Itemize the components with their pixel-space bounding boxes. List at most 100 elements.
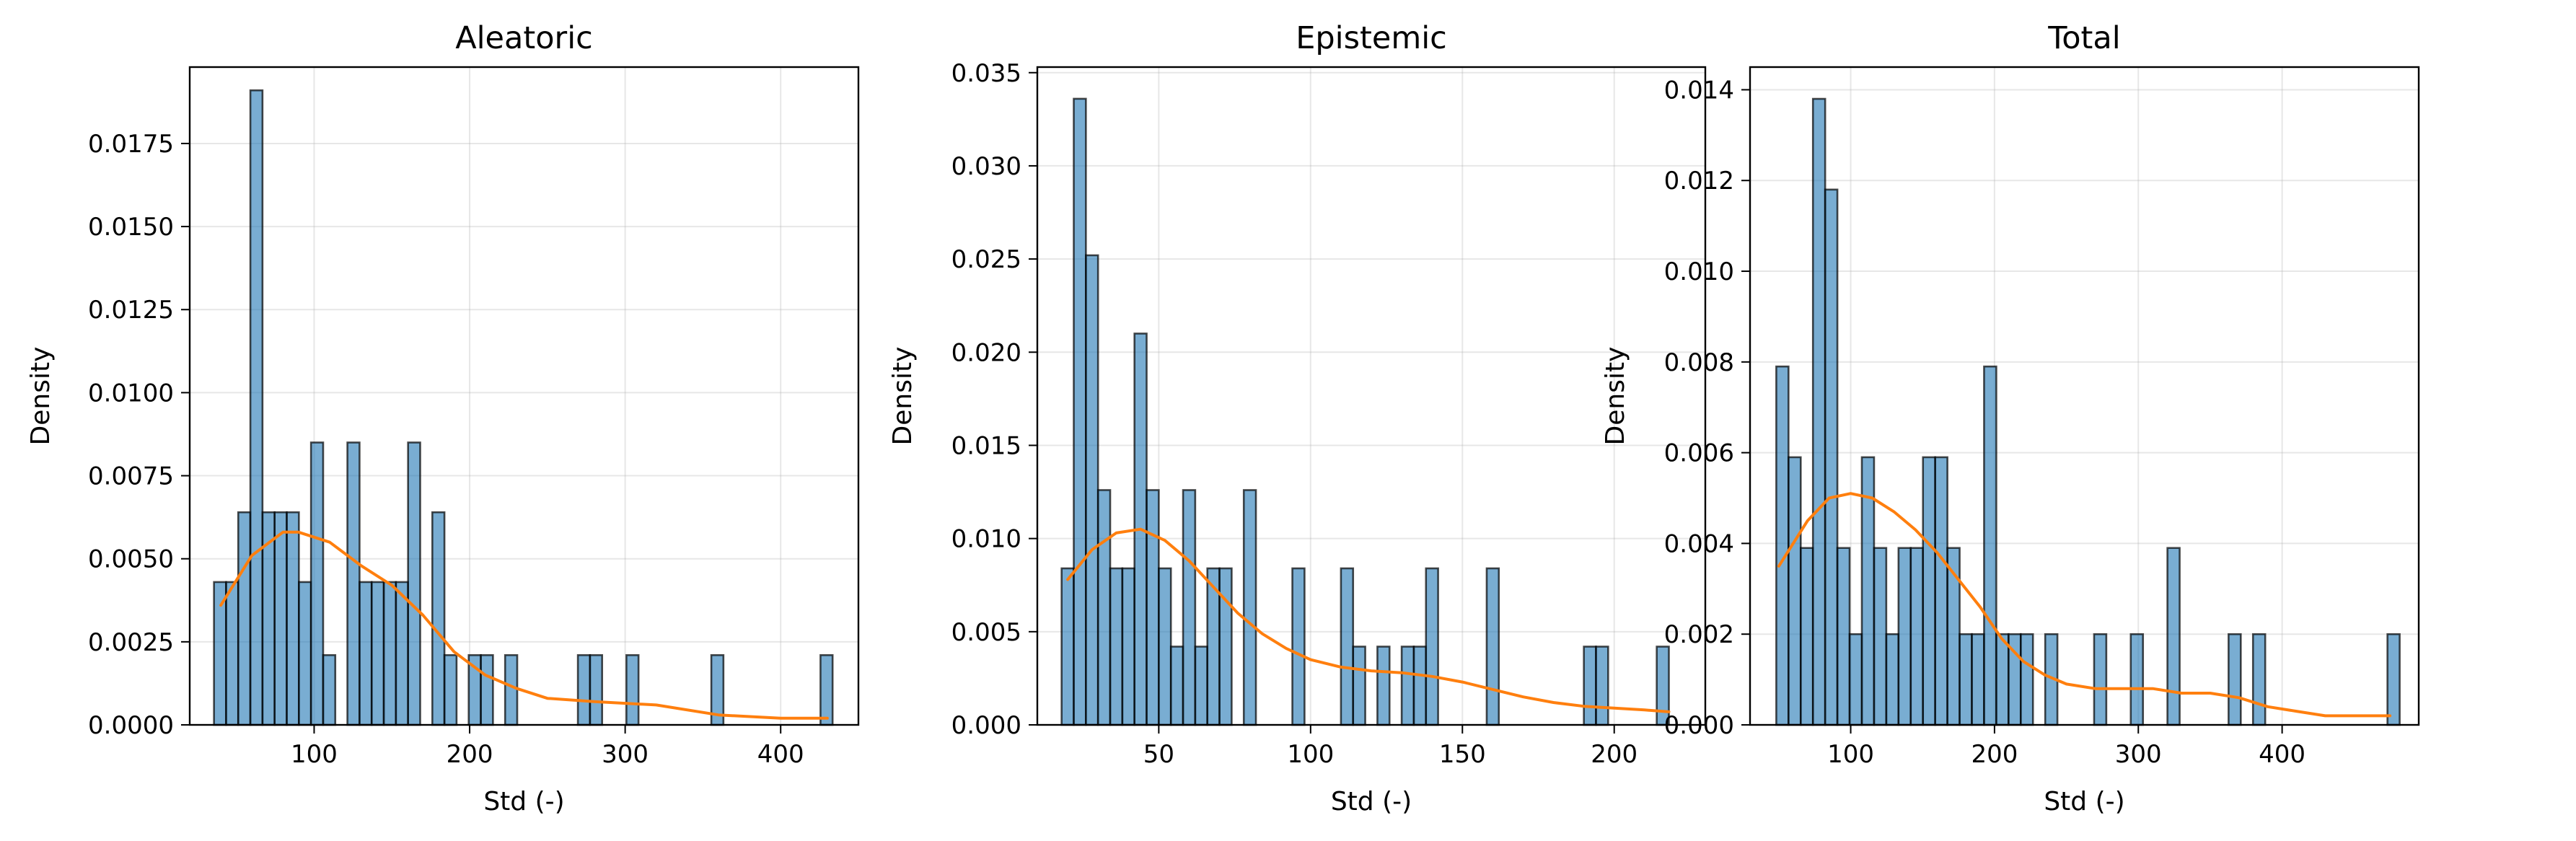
x-tick-label: 50 [1143, 740, 1174, 769]
histogram-bar [1922, 456, 1936, 726]
x-tick-label: 100 [1287, 740, 1334, 769]
axes-frame [1036, 66, 1707, 726]
x-tick-label: 200 [1971, 740, 2018, 769]
histogram-bar [1848, 633, 1863, 726]
histogram-bar [2019, 633, 2034, 726]
histogram-bar [480, 653, 494, 726]
histogram-bar [213, 581, 227, 726]
y-tick-label: 0.0175 [88, 130, 174, 159]
histogram-bar [407, 441, 421, 726]
y-tick-label: 0.000 [1664, 711, 1734, 740]
histogram-bar [2386, 633, 2401, 726]
histogram-bar [1169, 646, 1184, 726]
histogram-bar [309, 441, 325, 726]
y-tick-label: 0.010 [1664, 257, 1734, 286]
histogram-bar [1775, 365, 1790, 726]
kde-curve [1066, 527, 1671, 713]
y-axis-label: Density [26, 347, 56, 446]
histogram-bar [1824, 188, 1839, 726]
histogram-bar [431, 511, 446, 726]
kde-curve [1777, 492, 2392, 718]
y-tick-label: 0.035 [951, 59, 1021, 88]
histogram-bar [1376, 646, 1391, 726]
x-tick-label: 150 [1439, 740, 1486, 769]
histogram-bar [1934, 456, 1948, 726]
histogram-bar [1340, 567, 1355, 726]
histogram-bar [1995, 633, 2010, 726]
y-tick-label: 0.0025 [88, 628, 174, 657]
y-axis-label: Density [1601, 347, 1630, 446]
histogram-bar [382, 581, 397, 726]
histogram-bar [1983, 365, 1997, 726]
histogram-bar [1060, 567, 1075, 726]
histogram-bar [322, 653, 337, 726]
histogram-bar [1400, 646, 1415, 726]
histogram-bar [1873, 547, 1888, 726]
y-tick-label: 0.0150 [88, 213, 174, 242]
chart-title: Aleatoric [455, 20, 593, 56]
histogram-bar [1595, 646, 1609, 726]
histogram-bar [370, 581, 385, 726]
histogram-bar [2129, 633, 2145, 726]
histogram-bar [589, 653, 604, 726]
histogram-bar [1412, 646, 1428, 726]
histogram-bar [1146, 489, 1160, 726]
histogram-bar [1909, 547, 1925, 726]
y-tick-label: 0.012 [1664, 167, 1734, 195]
histogram-bar [1788, 456, 1802, 726]
kde-curve [219, 530, 829, 720]
histogram-bar [443, 653, 458, 726]
panel-total: 100 200 300 400 0.000 0.002 0.004 0.006 0.008 0.0… [1601, 20, 2420, 816]
histogram-bar [1811, 97, 1827, 726]
y-axis-label: Density [888, 347, 918, 446]
x-axis-label: Std (-) [483, 787, 564, 816]
histogram-bar [504, 653, 519, 726]
histogram-bar [1583, 646, 1597, 726]
histogram-bar [1073, 97, 1087, 726]
panel-epistemic: 50 100 150 200 0.000 0.005 0.010 0.015 0.020 0.02… [888, 20, 1707, 816]
y-tick-label: 0.0000 [88, 711, 174, 740]
y-tick-label: 0.010 [951, 525, 1021, 554]
x-tick-label: 100 [291, 740, 338, 769]
x-tick-label: 400 [2259, 740, 2305, 769]
y-tick-label: 0.025 [951, 245, 1021, 274]
histogram-bar [1291, 567, 1306, 726]
histogram-bar [395, 581, 409, 726]
y-tick-label: 0.006 [1664, 439, 1734, 468]
histogram-bar [2251, 633, 2267, 726]
y-tick-label: 0.020 [951, 338, 1021, 367]
histogram-bar [1096, 489, 1112, 726]
y-tick-label: 0.014 [1664, 76, 1734, 105]
x-axis-label: Std (-) [2044, 787, 2124, 816]
axes-frame [188, 66, 860, 726]
histogram-bar [359, 581, 373, 726]
histogram-bar [286, 511, 300, 726]
histogram-bar [1158, 567, 1172, 726]
x-tick-label: 300 [2115, 740, 2162, 769]
y-tick-label: 0.005 [951, 618, 1021, 647]
histogram-bar [249, 89, 264, 726]
chart-title: Total [2047, 20, 2120, 56]
y-tick-label: 0.0100 [88, 379, 174, 408]
y-tick-label: 0.030 [951, 152, 1021, 181]
histogram-bar [1897, 547, 1912, 726]
x-tick-label: 200 [1591, 740, 1638, 769]
histogram-bar [1109, 567, 1124, 726]
x-tick-label: 400 [757, 740, 804, 769]
histogram-bar [1194, 646, 1209, 726]
histogram-bar [225, 581, 239, 726]
histogram-bar [1971, 633, 1985, 726]
y-tick-label: 0.000 [951, 711, 1021, 740]
histogram-bar [1425, 567, 1439, 726]
y-tick-label: 0.004 [1664, 529, 1734, 558]
axes-frame [1749, 66, 2420, 726]
histogram-bar [298, 581, 312, 726]
y-tick-label: 0.002 [1664, 620, 1734, 649]
histogram-bar [346, 441, 361, 726]
x-tick-label: 200 [447, 740, 493, 769]
histogram-bar [1121, 567, 1135, 726]
y-tick-label: 0.0050 [88, 545, 174, 574]
histogram-bar [1352, 646, 1366, 726]
histogram-bar [237, 511, 252, 726]
